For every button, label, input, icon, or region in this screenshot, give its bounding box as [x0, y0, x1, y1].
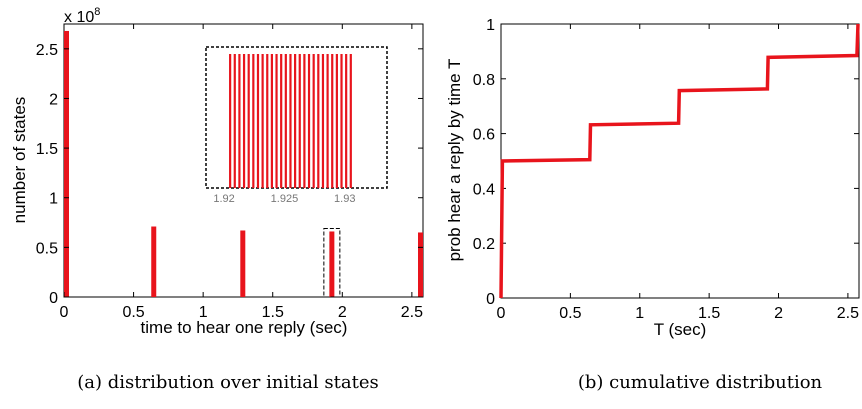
chart-b: 0 0.5 1 1.5 2 2.5 0 0.2 0.4 0.6 0.8 1 T (sec) prob… [445, 17, 860, 393]
chart-a-x-tick-label: 0 [60, 304, 69, 321]
chart-a-y-tick-label: 2 [49, 91, 58, 108]
chart-b-y-tick-label: 0.2 [473, 236, 495, 253]
chart-a-y-tick-label: 2.5 [36, 42, 58, 59]
chart-b-y-tick-label: 0 [486, 291, 495, 308]
chart-a-x-tick-label: 0.5 [122, 304, 144, 321]
chart-b-ylabel: prob hear a reply by time T [445, 59, 464, 262]
chart-b-x-tick-label: 2.5 [837, 305, 859, 322]
chart-a-x-tick-label: 1.5 [262, 304, 284, 321]
chart-a-inset-x-tick-label: 1.92 [213, 193, 234, 205]
chart-a-bar [240, 230, 246, 297]
chart-a-inset-frame [205, 46, 388, 189]
chart-b-x-tick-label: 0.5 [559, 305, 581, 322]
chart-a-highlight-box [323, 227, 341, 298]
chart-b-y-tick-label: 0.6 [473, 127, 495, 144]
chart-b-series-line [499, 23, 860, 299]
chart-b-x-tick-label: 0 [497, 305, 506, 322]
chart-b-x-tick-label: 2 [774, 305, 783, 322]
chart-b-xlabel: T (sec) [654, 320, 707, 339]
chart-a: x 108 0 0.5 1 1.5 2 2.5 0 0.5 1 1.5 2 2.5 1.92 1.92… [10, 6, 424, 393]
chart-b-caption: (b) cumulative distribution [578, 372, 823, 393]
chart-b-x-tick-label: 1.5 [698, 305, 720, 322]
chart-b-y-tick-label: 0.4 [473, 181, 495, 198]
chart-a-x-tick-label: 2 [338, 304, 347, 321]
chart-a-inset-x-tick-label: 1.925 [271, 193, 299, 205]
chart-a-y-tick-label: 0 [49, 290, 58, 307]
chart-a-ylabel: number of states [10, 97, 29, 224]
chart-b-x-tick-label: 1 [635, 305, 644, 322]
chart-a-bar [64, 30, 69, 297]
chart-a-bar [418, 232, 423, 297]
chart-a-yscale: x 108 [64, 6, 100, 26]
chart-a-x-tick-label: 1 [199, 304, 208, 321]
chart-b-y-tick-label: 0.8 [473, 72, 495, 89]
chart-a-caption: (a) distribution over initial states [77, 372, 378, 393]
chart-a-y-tick-label: 1 [49, 191, 58, 208]
chart-a-x-tick-label: 2.5 [401, 304, 423, 321]
chart-b-y-tick-label: 1 [486, 17, 495, 34]
chart-a-y-tick-label: 0.5 [36, 240, 58, 257]
chart-a-xlabel: time to hear one reply (sec) [141, 318, 348, 337]
chart-a-inset-x-tick-label: 1.93 [334, 193, 355, 205]
chart-a-bar [151, 226, 157, 297]
chart-a-bar [329, 231, 335, 297]
chart-a-y-tick-label: 1.5 [36, 141, 58, 158]
